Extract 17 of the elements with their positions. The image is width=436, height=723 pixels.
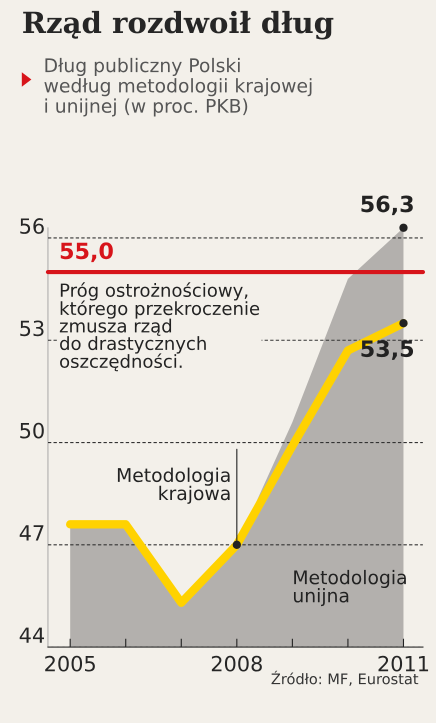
- x-tick-label: 2008: [212, 656, 262, 672]
- y-tick-label: 53: [20, 320, 44, 336]
- chart-subtitle: Dług publiczny Polski według metodologii krajowej i unijnej (w proc. PKB): [44, 58, 312, 117]
- series-label: Metodologia unijna: [294, 570, 406, 606]
- text: Źródło: MF, Eurostat: [272, 670, 418, 686]
- series-label: Metodologia krajowa: [118, 468, 230, 504]
- ref-line-label: 55,0: [60, 242, 113, 262]
- chart-title: Rząd rozdwoił dług: [23, 10, 334, 40]
- annotation: 56,3: [361, 196, 413, 216]
- y-tick-label: 50: [20, 422, 44, 438]
- y-tick-label: 56: [20, 218, 44, 234]
- y-tick-label: 44: [20, 628, 44, 643]
- x-tick-label: 2005: [45, 656, 95, 672]
- annotation: Próg ostrożnościowy, którego przekroczenie zmusza rząd do drastycznych oszczędności.: [60, 282, 260, 372]
- annotation: 53,5: [361, 340, 414, 360]
- x-tick-label: 2011: [378, 656, 428, 672]
- y-tick-label: 47: [20, 525, 44, 540]
